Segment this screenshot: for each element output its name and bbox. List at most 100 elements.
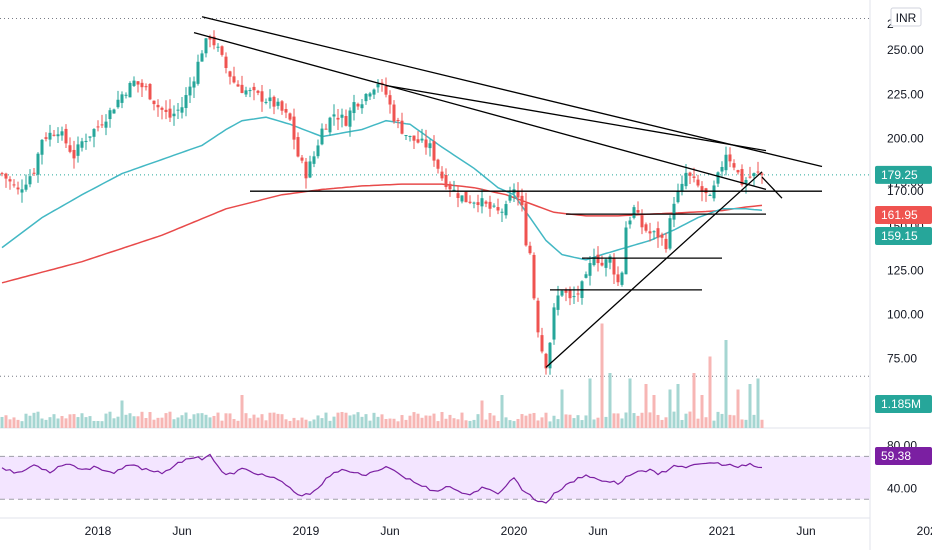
volume-bar	[608, 373, 612, 428]
volume-bar	[176, 417, 180, 428]
candle-body	[588, 263, 592, 276]
candle-body	[176, 109, 180, 111]
volume-bar	[412, 412, 416, 428]
candle-body	[604, 259, 608, 268]
candle-body	[584, 274, 588, 278]
candle-body	[440, 171, 444, 179]
volume-bar	[452, 418, 456, 428]
candle-body	[104, 121, 108, 128]
candle-body	[668, 218, 672, 249]
candle-body	[536, 300, 540, 333]
candle-body	[100, 124, 104, 126]
volume-bar	[360, 416, 364, 428]
volume-bar	[696, 418, 700, 428]
candle-body	[88, 136, 92, 138]
volume-bar	[648, 412, 652, 428]
candle-body	[732, 163, 736, 168]
candle-body	[308, 161, 312, 178]
volume-bar	[420, 417, 424, 428]
volume-bar	[408, 415, 412, 428]
volume-bar	[492, 415, 496, 428]
candle-body	[44, 137, 48, 139]
volume-bar	[236, 420, 240, 428]
candle-body	[376, 83, 380, 88]
volume-bar	[748, 384, 752, 428]
volume-bar	[48, 417, 52, 428]
candle-body	[724, 154, 728, 171]
candle-body	[160, 107, 164, 110]
volume-bar	[356, 412, 360, 428]
volume-bar	[252, 414, 256, 428]
volume-bar	[576, 415, 580, 428]
candle-body	[600, 262, 604, 266]
volume-bar	[404, 419, 408, 428]
candle-body	[612, 257, 616, 275]
candle-body	[336, 117, 340, 120]
volume-bar	[732, 415, 736, 428]
candles	[0, 30, 764, 375]
volume-bar	[704, 417, 708, 428]
volume-bar	[712, 420, 716, 428]
candle-body	[360, 104, 364, 109]
trendline	[761, 176, 783, 199]
candle-body	[444, 174, 448, 188]
time-tick-label: 2018	[85, 524, 112, 538]
volume-bar	[472, 419, 476, 428]
candle-body	[544, 353, 548, 369]
volume-bar	[292, 417, 296, 428]
candle-body	[328, 117, 332, 133]
candle-body	[556, 295, 560, 310]
volume-bar	[664, 417, 668, 428]
volume-bar	[460, 412, 464, 428]
volume-bar	[272, 412, 276, 428]
volume-bar	[676, 384, 680, 428]
volume-bar	[24, 413, 28, 428]
candle-body	[608, 256, 612, 263]
candle-body	[0, 173, 4, 175]
candle-body	[492, 205, 496, 207]
volume-bars	[0, 323, 764, 428]
volume-bar	[760, 419, 764, 428]
candle-body	[396, 119, 400, 121]
volume-bar	[640, 412, 644, 428]
right-price-axis: 250.00225.00200.00175.00150.00125.00100.…	[875, 17, 932, 496]
volume-bar	[100, 421, 104, 428]
candle-body	[640, 215, 644, 228]
volume-bar	[200, 413, 204, 428]
candle-body	[216, 46, 220, 48]
volume-bar	[656, 414, 660, 428]
volume-bar	[596, 417, 600, 428]
candle-body	[468, 201, 472, 203]
volume-bar	[380, 414, 384, 428]
candle-body	[48, 132, 52, 140]
candle-body	[460, 195, 464, 202]
volume-bar	[516, 418, 520, 428]
volume-bar	[216, 412, 220, 428]
volume-bar	[688, 411, 692, 428]
trendline	[545, 171, 763, 368]
volume-bar	[616, 413, 620, 428]
volume-bar	[480, 400, 484, 428]
candle-body	[636, 210, 640, 213]
currency-label[interactable]: INR	[890, 7, 922, 27]
volume-bar	[80, 413, 84, 428]
candle-body	[592, 257, 596, 266]
volume-bar	[520, 414, 524, 428]
candle-body	[616, 274, 620, 283]
candle-body	[364, 93, 368, 102]
volume-bar	[484, 419, 488, 428]
volume-bar	[84, 417, 88, 428]
candle-body	[688, 172, 692, 176]
volume-bar	[636, 415, 640, 428]
candle-body	[332, 114, 336, 117]
volume-bar	[660, 419, 664, 428]
trendline	[193, 31, 767, 191]
volume-bar	[108, 411, 112, 428]
candle-body	[428, 143, 432, 149]
price-tick-label: 100.00	[887, 308, 924, 322]
volume-bar	[444, 418, 448, 428]
time-tick-label: 2022	[917, 524, 932, 538]
volume-bar	[184, 412, 188, 428]
price-tick-label: 250.00	[887, 43, 924, 57]
